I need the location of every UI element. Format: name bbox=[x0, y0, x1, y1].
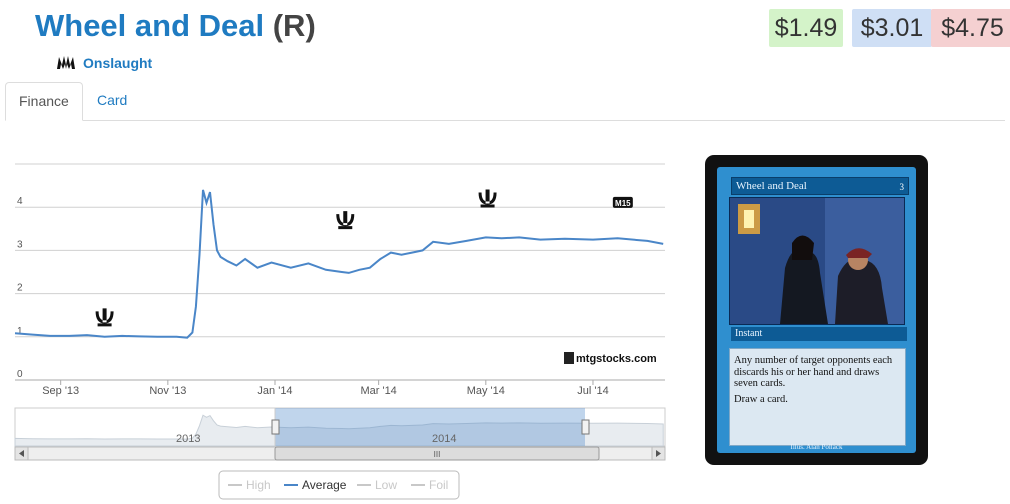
legend-item-high: High bbox=[246, 478, 271, 492]
card-image-name: Wheel and Deal 3 bbox=[731, 177, 909, 195]
tab-finance[interactable]: Finance bbox=[5, 82, 83, 121]
navigator-scrollbar-thumb bbox=[274, 446, 600, 461]
navigator-handle bbox=[581, 419, 590, 435]
legend-item-average: Average bbox=[302, 478, 347, 492]
tab-card[interactable]: Card bbox=[97, 92, 128, 108]
legend-item-low: Low bbox=[375, 478, 397, 492]
card-type-line: Instant bbox=[731, 327, 907, 341]
m15-badge-shape bbox=[612, 196, 633, 208]
scroll-right-icon bbox=[656, 450, 661, 457]
y-tick-label: 3 bbox=[17, 239, 23, 250]
m15-badge-text: M15 bbox=[615, 199, 631, 208]
card-mana-cost: 3 bbox=[899, 182, 905, 192]
born-of-the-gods-set-icon bbox=[336, 211, 355, 230]
theros-set-icon bbox=[95, 308, 114, 327]
navigator-selected-range bbox=[275, 408, 585, 446]
low-price-badge: $1.49 bbox=[769, 9, 843, 47]
y-tick-label: 0 bbox=[17, 369, 23, 380]
onslaught-set-icon bbox=[57, 56, 75, 69]
set-symbol-shape bbox=[336, 211, 355, 230]
watermark-text: mtgstocks.com bbox=[576, 353, 657, 365]
high-price-badge: $4.75 bbox=[931, 9, 1010, 47]
y-tick-label: 4 bbox=[17, 196, 23, 207]
price-chart: 0 1 2 3 4 Sep '13 Nov '13 Jan '14 Mar '14 May '1… bbox=[14, 163, 666, 500]
x-tick-label: Jul '14 bbox=[577, 385, 608, 397]
mtgstocks-logo-icon bbox=[564, 352, 574, 364]
x-tick-label: Sep '13 bbox=[42, 385, 79, 397]
x-tick-label: Nov '13 bbox=[149, 385, 186, 397]
set-release-markers: M15 bbox=[95, 189, 633, 327]
card-artwork bbox=[729, 197, 905, 325]
card-rules-text: Any number of target opponents each disc… bbox=[729, 348, 906, 446]
navigator-area bbox=[14, 414, 664, 447]
y-tick-label: 2 bbox=[17, 283, 23, 294]
set-symbol-shape bbox=[95, 308, 114, 327]
scrollbar-grip: III bbox=[434, 450, 441, 459]
navigator-year-label: 2013 bbox=[176, 433, 200, 445]
navigator-handle bbox=[271, 419, 280, 435]
navigator-year-label: 2014 bbox=[432, 433, 456, 445]
x-tick-label: May '14 bbox=[467, 385, 505, 397]
mtgstocks-watermark: mtgstocks.com bbox=[564, 352, 657, 365]
x-axis-labels: Sep '13 Nov '13 Jan '14 Mar '14 May '14 Jul '… bbox=[42, 380, 609, 397]
tab-bar: Finance Card bbox=[5, 82, 1005, 121]
card-rules-paragraph: Any number of target opponents each disc… bbox=[734, 355, 893, 389]
legend-box bbox=[218, 470, 460, 500]
range-navigator: 2013 2014 III bbox=[14, 407, 666, 461]
journey-into-nyx-set-icon bbox=[478, 189, 497, 208]
set-name-link[interactable]: Onslaught bbox=[83, 55, 153, 71]
legend-item-foil: Foil bbox=[429, 478, 448, 492]
set-symbol-shape bbox=[478, 189, 497, 208]
m15-set-icon: M15 bbox=[612, 196, 633, 208]
average-price-badge: $3.01 bbox=[852, 9, 932, 47]
chart-legend: High Average Low Foil bbox=[218, 470, 460, 500]
x-tick-label: Mar '14 bbox=[360, 385, 396, 397]
x-tick-label: Jan '14 bbox=[257, 385, 292, 397]
card-artist-credit: Illus. Alan Pollack bbox=[790, 443, 843, 451]
rarity-label: (R) bbox=[272, 8, 316, 43]
y-axis-labels: 0 1 2 3 4 bbox=[17, 196, 23, 380]
set-link[interactable]: Onslaught bbox=[56, 54, 152, 72]
card-name-title: Wheel and Deal bbox=[35, 8, 265, 43]
average-price-line bbox=[14, 189, 664, 339]
page-title: Wheel and Deal (R) bbox=[35, 8, 316, 44]
y-tick-label: 1 bbox=[17, 326, 23, 337]
card-rules-paragraph-2: Draw a card. bbox=[734, 393, 788, 405]
scroll-left-icon bbox=[19, 450, 24, 457]
card-image: Wheel and Deal 3 Instant Any number of t… bbox=[705, 155, 928, 465]
